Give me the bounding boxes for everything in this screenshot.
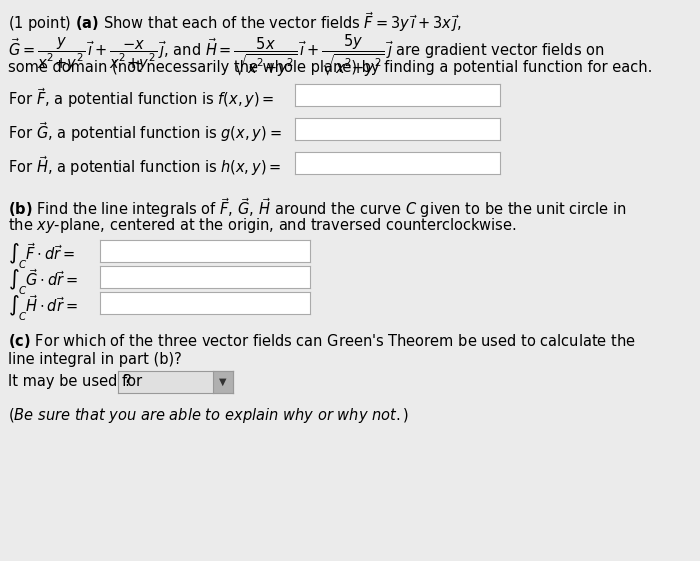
Text: $\int_C \vec{H} \cdot d\vec{r} =$: $\int_C \vec{H} \cdot d\vec{r} =$ — [8, 294, 78, 324]
Text: ▼: ▼ — [219, 377, 227, 387]
Text: For $\vec{H}$, a potential function is $h(x, y) =$: For $\vec{H}$, a potential function is $… — [8, 154, 281, 178]
Text: line integral in part (b)?: line integral in part (b)? — [8, 352, 182, 367]
Text: It may be used for: It may be used for — [8, 374, 142, 389]
Text: (1 point) $\mathbf{(a)}$ Show that each of the vector fields $\vec{F} = 3y\,\vec: (1 point) $\mathbf{(a)}$ Show that each … — [8, 10, 462, 34]
Text: For $\vec{F}$, a potential function is $f(x, y) =$: For $\vec{F}$, a potential function is $… — [8, 86, 274, 110]
Text: $\int_C \vec{F} \cdot d\vec{r} =$: $\int_C \vec{F} \cdot d\vec{r} =$ — [8, 242, 75, 272]
Text: ?: ? — [124, 374, 132, 389]
Text: For $\vec{G}$, a potential function is $g(x, y) =$: For $\vec{G}$, a potential function is $… — [8, 120, 281, 144]
Text: the $xy$-plane, centered at the origin, and traversed counterclockwise.: the $xy$-plane, centered at the origin, … — [8, 216, 517, 235]
Text: $\int_C \vec{G} \cdot d\vec{r} =$: $\int_C \vec{G} \cdot d\vec{r} =$ — [8, 268, 78, 297]
Text: $(Be\ sure\ that\ you\ are\ able\ to\ explain\ why\ or\ why\ not.)$: $(Be\ sure\ that\ you\ are\ able\ to\ ex… — [8, 406, 409, 425]
Text: $\vec{G} = \dfrac{y}{x^2\!+\!y^2}\,\vec{\imath} + \dfrac{-x}{x^2\!+\!y^2}\,\vec{: $\vec{G} = \dfrac{y}{x^2\!+\!y^2}\,\vec{… — [8, 32, 605, 78]
Text: $\mathbf{(b)}$ Find the line integrals of $\vec{F},\,\vec{G},\,\vec{H}$ around t: $\mathbf{(b)}$ Find the line integrals o… — [8, 196, 626, 220]
Text: some domain (not necessarily the whole plane) by finding a potential function fo: some domain (not necessarily the whole p… — [8, 60, 652, 75]
Text: $\mathbf{(c)}$ For which of the three vector fields can Green's Theorem be used : $\mathbf{(c)}$ For which of the three ve… — [8, 332, 636, 350]
